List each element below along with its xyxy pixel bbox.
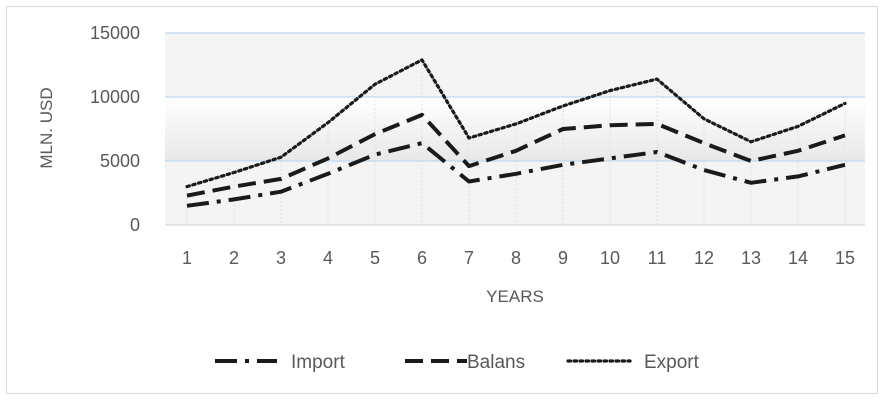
series-line-balans [186,112,846,198]
x-tick-label: 5 [370,248,380,268]
plot-background [165,33,865,225]
x-axis-ticks: 1 2 3 4 5 6 7 8 9 10 11 12 13 14 15 [182,248,855,268]
x-tick-label: 10 [600,248,620,268]
legend-label-balans: Balans [467,352,525,373]
x-tick-label: 6 [417,248,427,268]
y-axis-title: MLN. USD [37,87,56,168]
x-tick-label: 11 [648,248,667,268]
plot-band [165,161,865,225]
series-line-export [185,58,847,189]
x-tick-label: 7 [464,248,474,268]
legend-label-import: Import [291,352,346,373]
x-tick-label: 14 [788,248,808,268]
x-tick-label: 2 [229,248,239,268]
x-tick-label: 3 [276,248,286,268]
y-tick-label: 5000 [100,151,140,171]
plot-band [165,33,865,97]
y-tick-label: 10000 [90,87,140,107]
x-tick-label: 12 [694,248,714,268]
series-line-import [186,141,846,208]
y-axis-ticks: 0 5000 10000 15000 [90,23,140,235]
legend: Import Balans Export [215,352,700,373]
x-tick-label: 9 [558,248,568,268]
x-tick-label: 15 [835,248,855,268]
series-lines [185,58,847,208]
x-tick-label: 1 [182,248,192,268]
x-tick-label: 8 [511,248,521,268]
x-tick-label: 4 [323,248,333,268]
x-tick-label: 13 [741,248,761,268]
y-tick-label: 0 [130,215,140,235]
x-axis-title: YEARS [486,287,544,306]
legend-label-export: Export [644,352,700,373]
y-tick-label: 15000 [90,23,140,43]
vertical-drop-lines [186,59,846,225]
